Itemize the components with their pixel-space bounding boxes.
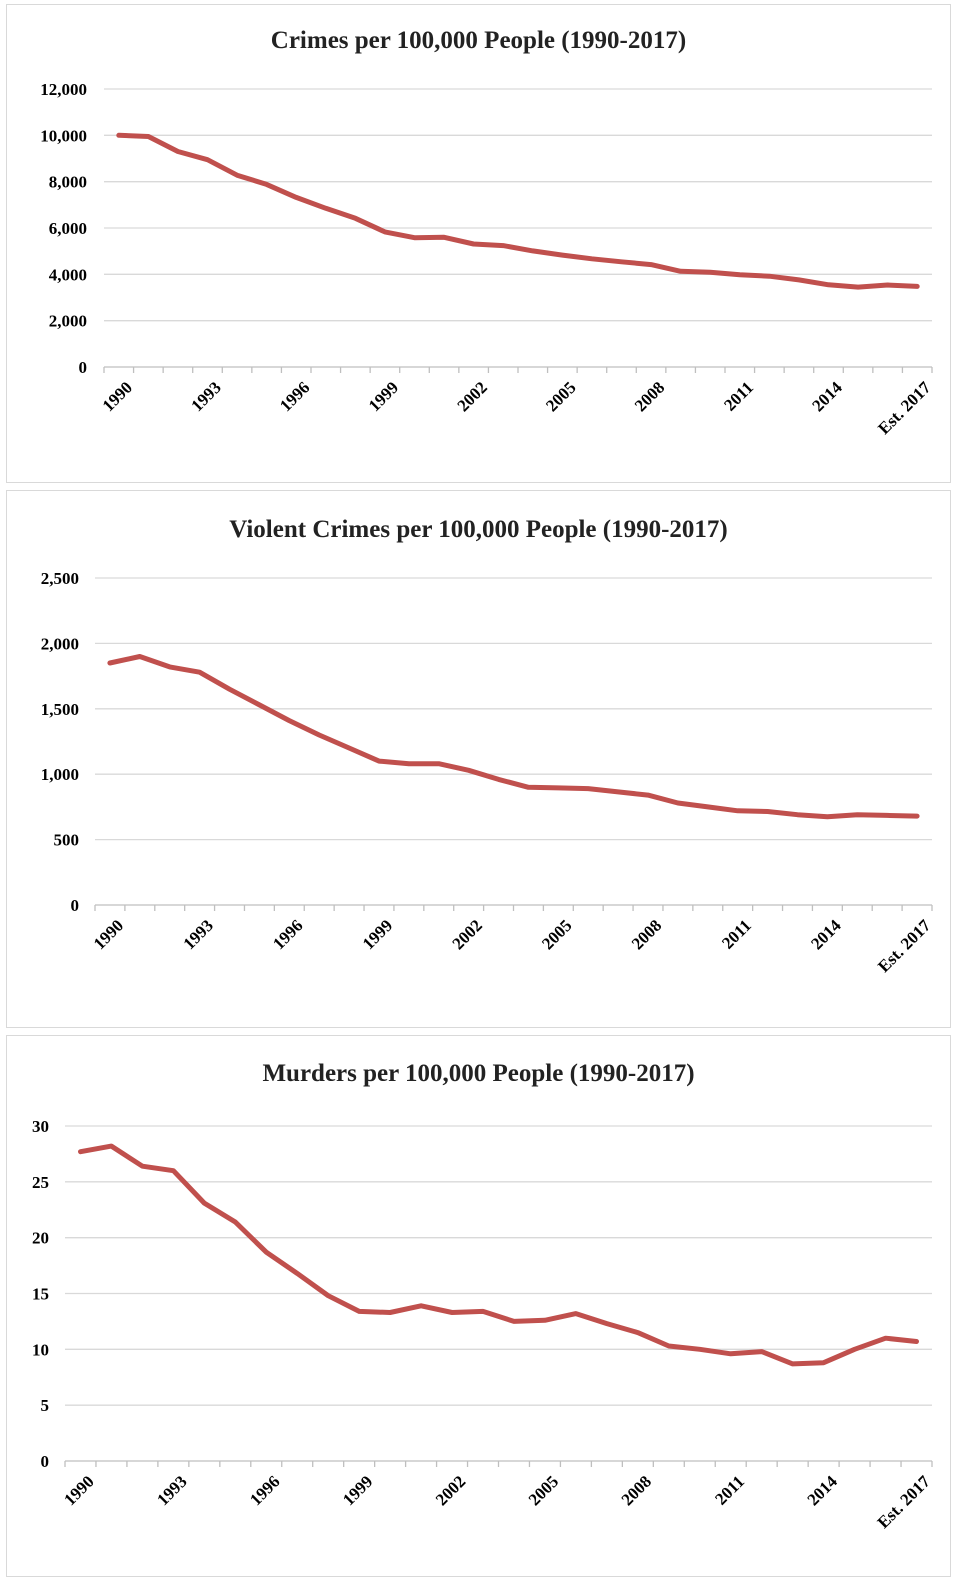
x-tick-label: 1999 [359,916,396,953]
chart-title: Murders per 100,000 People (1990-2017) [262,1060,695,1087]
y-tick-label: 2,500 [41,569,79,588]
y-tick-label: 4,000 [49,265,87,284]
series-line [116,132,920,290]
y-tick-label: 25 [32,1173,49,1192]
crimes-chart: Crimes per 100,000 People (1990-2017) 0 2… [6,4,951,483]
y-tick-label: 2,000 [49,312,87,331]
x-tick-label: 1993 [153,1472,190,1509]
y-tick-label: 20 [32,1229,49,1248]
x-tick-label: 1990 [60,1472,97,1509]
x-tick-label: 2005 [538,916,575,953]
crimes-chart-plot: 0 2,000 4,000 6,000 8,000 10,000 12,000 1990 199… [40,80,935,439]
x-tick-label: 1990 [99,378,136,415]
x-tick-label: 2011 [718,916,755,953]
x-tick-label: 1996 [246,1472,283,1509]
x-tick-label: 1996 [269,916,306,953]
violent-crimes-chart: Violent Crimes per 100,000 People (1990-… [6,490,951,1028]
y-tick-label: 5 [41,1396,50,1415]
x-tick-label: 2008 [628,916,665,953]
y-tick-label: 8,000 [49,173,87,192]
x-tick-label: 2008 [618,1472,655,1509]
murders-chart-plot: 0 5 10 15 20 25 30 1990 1993 1996 1999 2002 2005 2008… [32,1117,935,1533]
y-tick-label: 0 [71,896,80,915]
chart-title: Violent Crimes per 100,000 People (1990-… [229,516,728,543]
x-tick-label: 2008 [631,378,668,415]
x-tick-label: Est. 2017 [874,1472,935,1533]
series-line [78,1143,919,1367]
x-tick-label: Est. 2017 [874,378,935,439]
x-tick-label: 1999 [365,378,402,415]
x-tick-label: 2002 [453,378,490,415]
y-tick-label: 500 [54,831,80,850]
y-tick-label: 0 [41,1452,50,1471]
y-tick-label: 12,000 [40,80,87,99]
violent-crimes-chart-plot: 0 500 1,000 1,500 2,000 2,500 1990 1993 1996 1999… [41,569,935,977]
y-tick-label: 10 [32,1340,49,1359]
x-tick-label: Est. 2017 [874,916,935,977]
murders-chart: Murders per 100,000 People (1990-2017) 0… [6,1035,951,1577]
y-tick-label: 1,500 [41,700,79,719]
y-tick-label: 2,000 [41,634,79,653]
x-tick-label: 2014 [803,1472,841,1510]
x-tick-label: 2011 [711,1472,748,1509]
x-tick-label: 2002 [432,1472,469,1509]
x-tick-label: 2005 [542,378,579,415]
x-tick-label: 1999 [339,1472,376,1509]
y-tick-label: 0 [79,358,88,377]
x-tick-label: 1993 [179,916,216,953]
y-tick-label: 10,000 [40,126,87,145]
x-tick-label: 2011 [720,378,757,415]
x-tick-label: 2005 [525,1472,562,1509]
chart-title: Crimes per 100,000 People (1990-2017) [270,27,687,54]
y-tick-label: 1,000 [41,765,79,784]
x-tick-label: 2014 [808,378,846,416]
series-line [107,654,920,820]
y-tick-label: 30 [32,1117,49,1136]
y-tick-label: 6,000 [49,219,87,238]
y-tick-label: 15 [32,1285,49,1304]
x-tick-label: 2002 [448,916,485,953]
x-tick-label: 1990 [90,916,127,953]
x-tick-label: 1993 [187,378,224,415]
x-tick-label: 1996 [276,378,313,415]
x-tick-label: 2014 [807,916,845,954]
